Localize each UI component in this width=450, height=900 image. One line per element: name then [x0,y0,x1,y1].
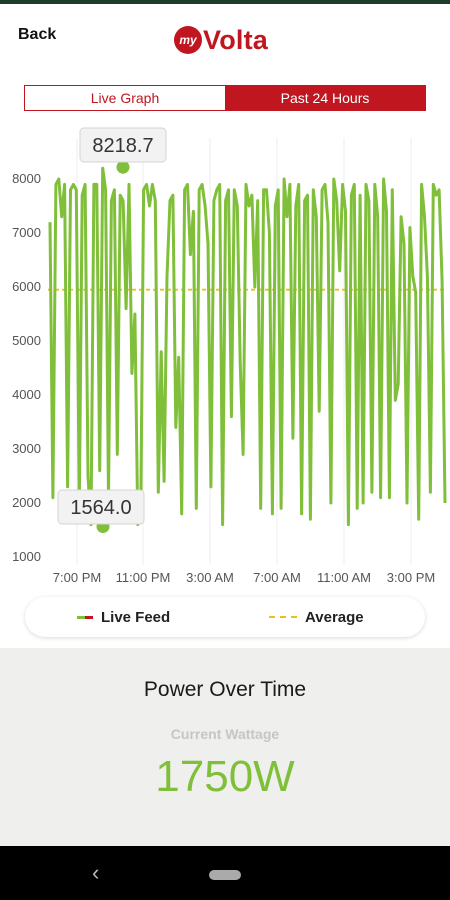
min-callout-label: 1564.0 [70,497,131,519]
max-point-marker [116,160,130,174]
power-chart-svg: 1000 2000 3000 4000 5000 6000 7000 8000 7:00 PM 1… [12,127,447,585]
y-tick-label: 6000 [12,279,41,294]
chart-legend: Live Feed Average [25,597,425,637]
time-range-toggle: Live Graph Past 24 Hours [24,85,426,111]
y-tick-label: 8000 [12,171,41,186]
x-tick-label: 11:00 AM [317,570,371,585]
y-tick-label: 2000 [12,495,41,510]
app-header: Back my Volta [0,4,450,70]
legend-average: Average [269,609,364,626]
live-feed-swatch-icon [77,615,93,619]
power-chart: 1000 2000 3000 4000 5000 6000 7000 8000 7:00 PM 1… [0,120,450,590]
y-tick-label: 4000 [12,387,41,402]
y-tick-label: 3000 [12,441,41,456]
y-tick-label: 7000 [12,225,41,240]
status-strip [0,0,450,4]
logo-wordmark: Volta [203,24,269,55]
max-callout-label: 8218.7 [92,135,153,157]
x-tick-label: 3:00 AM [186,570,234,585]
y-tick-label: 5000 [12,333,41,348]
legend-average-label: Average [305,608,364,626]
wattage-panel: Power Over Time Current Wattage 1750W [0,648,450,846]
x-tick-label: 7:00 PM [53,570,101,585]
logo-badge: my [174,26,202,54]
average-swatch-icon [269,616,297,618]
tab-past-24-hours[interactable]: Past 24 Hours [225,86,425,110]
panel-subtitle: Current Wattage [170,726,280,742]
current-wattage-value: 1750W [155,752,295,801]
nav-back-icon[interactable]: ‹ [92,860,100,885]
max-callout-box [79,127,167,163]
back-button[interactable]: Back [18,26,57,43]
min-callout-box [57,489,145,525]
legend-live-feed-label: Live Feed [101,608,171,626]
x-tick-label: 11:00 PM [116,570,171,585]
nav-home-pill-icon[interactable] [209,870,241,880]
system-nav-bar: ‹ [0,846,450,900]
x-tick-label: 7:00 AM [253,570,301,585]
myvolta-logo: my Volta [174,20,268,60]
live-feed-line [48,166,447,527]
legend-live-feed: Live Feed [77,609,170,626]
panel-title: Power Over Time [143,678,307,701]
y-tick-label: 1000 [12,549,41,564]
tab-live-graph[interactable]: Live Graph [25,86,225,110]
x-tick-label: 3:00 PM [387,570,435,585]
